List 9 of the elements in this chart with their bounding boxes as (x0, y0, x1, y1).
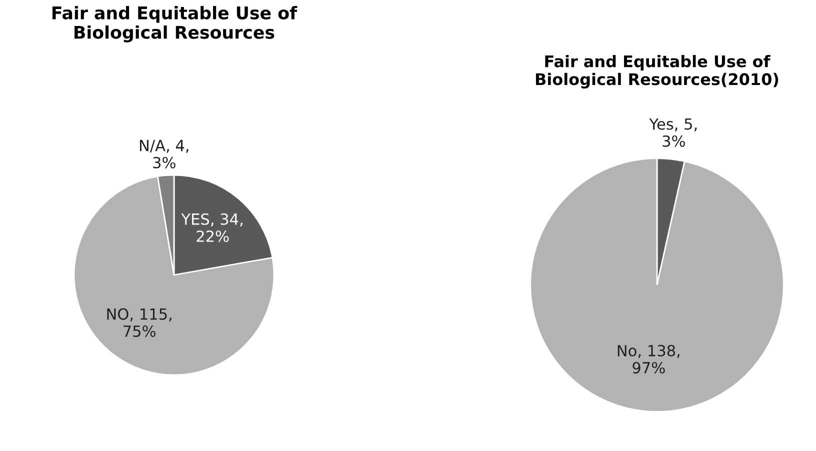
pie-slice (530, 158, 784, 412)
slice-label: YES, 34, 22% (181, 213, 242, 242)
chart-title: Fair and Equitable Use of Biological Resources (52, 6, 298, 42)
slice-label: N/A, 4, 3% (140, 140, 188, 168)
chart-title: Fair and Equitable Use of Biological Resources(2010) (536, 55, 778, 88)
slice-label: Yes, 5, 3% (649, 118, 697, 147)
pie-slice (73, 176, 275, 376)
slice-label: No, 138, 97% (618, 344, 680, 374)
slice-label: NO, 115, 75% (107, 308, 172, 337)
